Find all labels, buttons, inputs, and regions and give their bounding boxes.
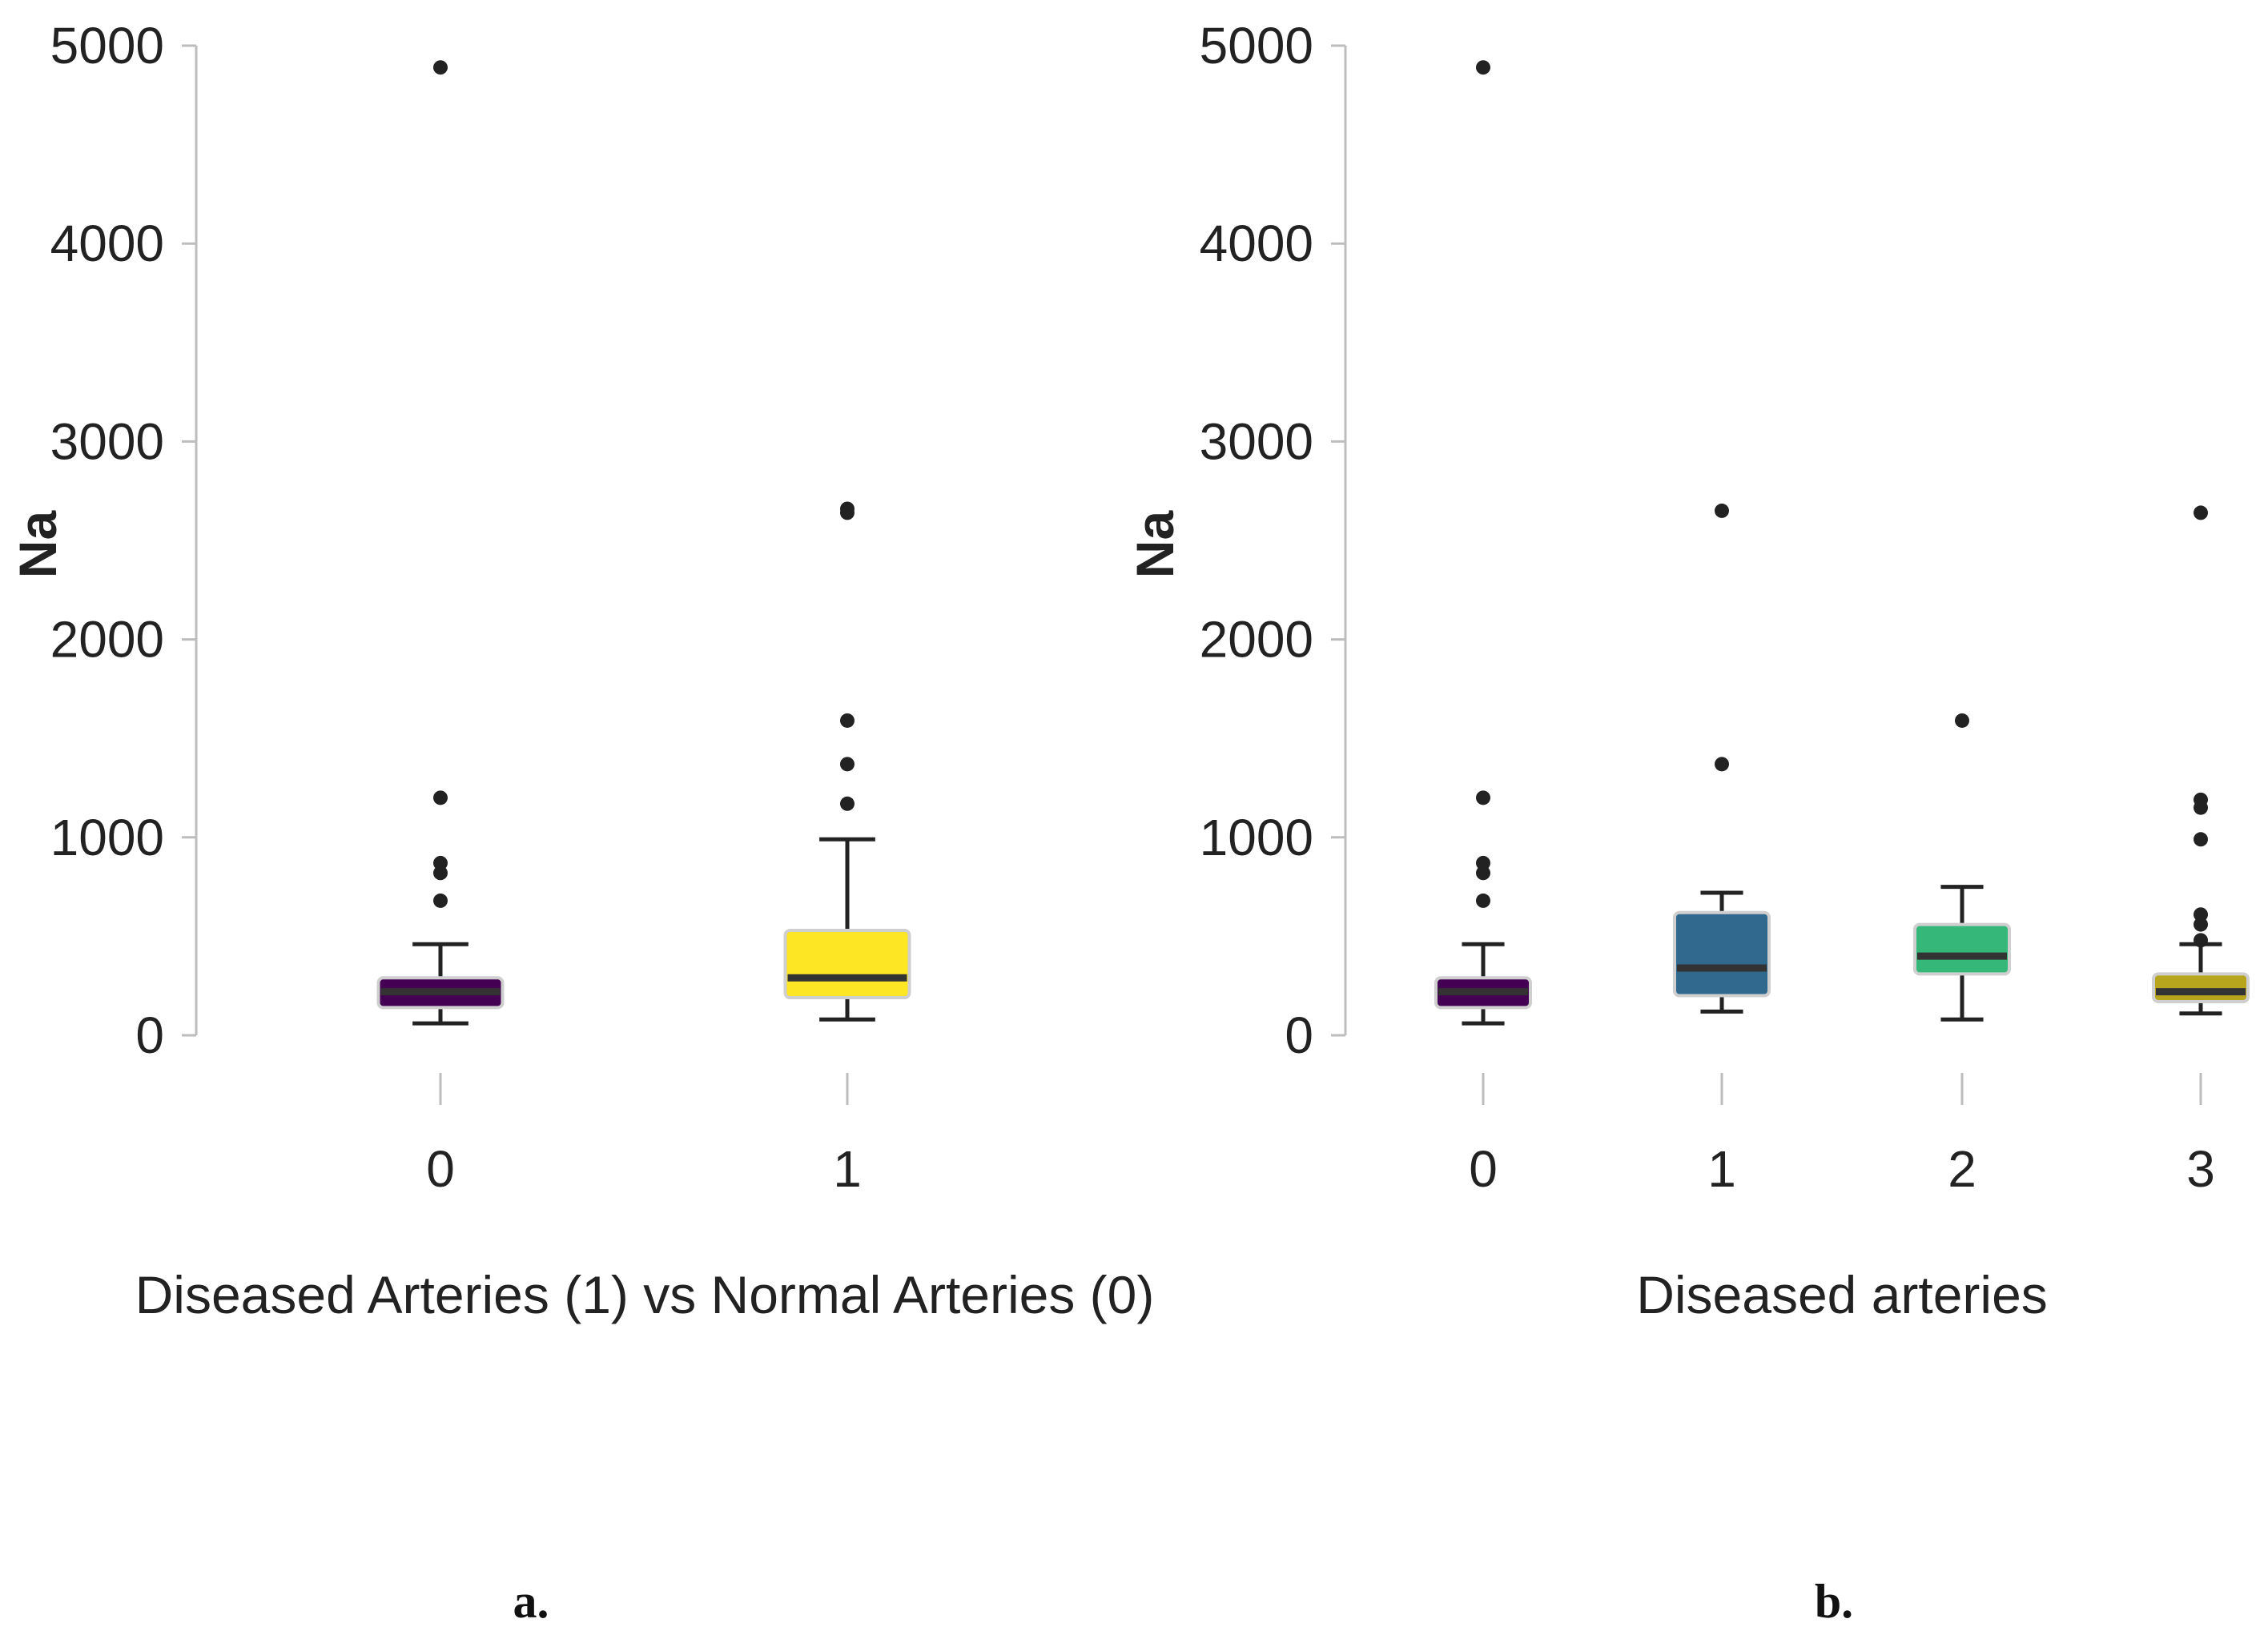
outlier-point: [1476, 790, 1490, 805]
outlier-point: [433, 790, 448, 805]
panel-a-y-tick-label: 1000: [50, 809, 164, 866]
panel-a-y-tick-label: 4000: [50, 215, 164, 272]
outlier-point: [840, 713, 855, 728]
outlier-point: [840, 757, 855, 772]
panel-a-x-tick-label: 1: [833, 1140, 862, 1198]
box-iqr: [1913, 922, 2011, 976]
panel-b-y-tick-label: 4000: [1200, 215, 1313, 272]
panel-b-y-axis-title: Na: [1125, 510, 1184, 579]
panel-a-y-tick-label: 2000: [50, 611, 164, 669]
outlier-point: [1476, 866, 1490, 881]
panel-b-box-group-1: [1673, 503, 1771, 1014]
outlier-point: [433, 60, 448, 75]
outlier-point: [2194, 917, 2208, 932]
outlier-point: [840, 796, 855, 811]
outlier-point: [2194, 933, 2208, 948]
panel-b-label: b.: [1815, 1575, 1853, 1628]
panel-a-box-group-0: [376, 60, 505, 1026]
panel-b-y-tick-label: 3000: [1200, 412, 1313, 470]
panel-b-box-group-2: [1913, 713, 2011, 1022]
panel-a-y-tick-label: 3000: [50, 412, 164, 470]
outlier-point: [1955, 713, 1969, 728]
panel-a-y-tick-label: 5000: [50, 17, 164, 74]
panel-b-box-group-0: [1434, 60, 1532, 1026]
panel-b-x-tick-label: 3: [2186, 1140, 2215, 1198]
panel-b-x-tick-label: 1: [1707, 1140, 1736, 1198]
panel-a-box-group-1: [783, 501, 911, 1022]
outlier-point: [1476, 60, 1490, 75]
outlier-point: [2194, 792, 2208, 807]
panel-b-x-axis-title: Diseased arteries: [1636, 1265, 2048, 1324]
box-iqr: [1673, 910, 1771, 998]
panel-a-y-tick-label: 0: [135, 1006, 164, 1064]
outlier-point: [1476, 855, 1490, 870]
panel-a-x-tick-label: 0: [426, 1140, 455, 1198]
panel-b-box-group-3: [2152, 505, 2250, 1016]
panel-b-chart: Na Diseased arteries b. 0 1000 2000 3000 400…: [1125, 17, 2250, 1628]
panel-b-y-tick-label: 0: [1285, 1006, 1313, 1064]
outlier-point: [840, 501, 855, 516]
panel-a-chart: Na Diseased Arteries (1) vs Normal Arter…: [8, 17, 1154, 1628]
outlier-point: [2194, 832, 2208, 847]
outlier-point: [433, 866, 448, 881]
box-iqr: [2152, 972, 2250, 1003]
outlier-point: [2194, 505, 2208, 520]
panel-b-y-tick-label: 5000: [1200, 17, 1313, 74]
panel-a-y-axis-title: Na: [8, 510, 67, 579]
panel-b-x-tick-label: 2: [1948, 1140, 1976, 1198]
outlier-point: [2194, 907, 2208, 922]
outlier-point: [433, 855, 448, 870]
outlier-point: [1715, 757, 1729, 772]
panel-b-y-tick-label: 2000: [1200, 611, 1313, 669]
panel-b-x-tick-label: 0: [1469, 1140, 1498, 1198]
panel-b-y-tick-label: 1000: [1200, 809, 1313, 866]
panel-a-label: a.: [513, 1575, 549, 1628]
outlier-point: [1715, 503, 1729, 518]
box-iqr: [783, 928, 911, 1000]
panel-a-x-axis-title: Diseased Arteries (1) vs Normal Arteries…: [135, 1265, 1155, 1324]
outlier-point: [433, 893, 448, 908]
outlier-point: [1476, 893, 1490, 908]
